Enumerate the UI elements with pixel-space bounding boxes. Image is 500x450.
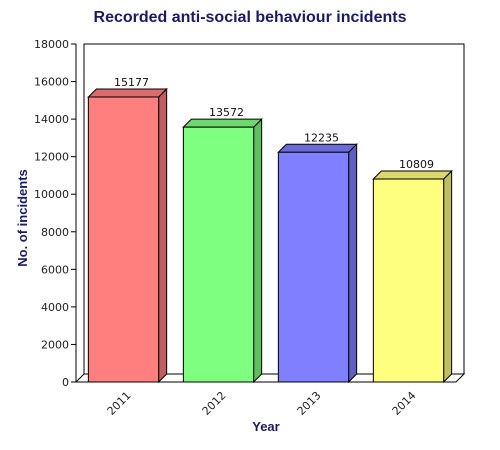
bar-top [87, 88, 168, 98]
x-tick-label: 2012 [200, 389, 229, 418]
bar-side [158, 87, 168, 384]
y-tick-label: 8000 [41, 226, 69, 239]
bar-2012: 13572 [182, 106, 263, 384]
data-label: 13572 [209, 106, 244, 119]
y-axis-title: No. of incidents [15, 169, 30, 267]
data-label: 12235 [304, 131, 339, 144]
bar [372, 178, 445, 383]
bar [182, 126, 255, 383]
x-axis: 2011 2012 2013 2014 [105, 389, 419, 418]
y-tick-label: 6000 [41, 263, 69, 276]
y-tick-label: 18000 [34, 38, 69, 51]
bar-top [372, 170, 453, 180]
y-tick-label: 12000 [34, 151, 69, 164]
chart-title: Recorded anti-social behaviour incidents [94, 9, 407, 26]
bar-2013: 12235 [277, 131, 358, 384]
bars: 15177 13572 12235 10809 [87, 76, 453, 384]
bar-top [182, 118, 263, 128]
x-tick-label: 2011 [105, 389, 134, 418]
y-tick-label: 10000 [34, 188, 69, 201]
bar-top [277, 143, 358, 153]
bar-2011: 15177 [87, 76, 168, 384]
x-axis-title: Year [252, 419, 279, 434]
bar [87, 96, 160, 383]
y-tick-label: 4000 [41, 301, 69, 314]
y-axis: 0 2000 4000 6000 8000 10000 12000 14000 16000 180… [34, 38, 76, 389]
bar-side [253, 117, 263, 384]
y-tick-label: 14000 [34, 113, 69, 126]
bar-side [443, 169, 453, 384]
bar-2014: 10809 [372, 158, 453, 384]
y-tick-label: 0 [62, 376, 69, 389]
y-tick-label: 2000 [41, 338, 69, 351]
data-label: 10809 [399, 158, 434, 171]
x-tick-label: 2014 [390, 389, 419, 418]
y-tick-label: 16000 [34, 76, 69, 89]
bar-side [348, 143, 358, 384]
bar [277, 151, 350, 383]
x-tick-label: 2013 [295, 389, 324, 418]
data-label: 15177 [114, 76, 149, 89]
